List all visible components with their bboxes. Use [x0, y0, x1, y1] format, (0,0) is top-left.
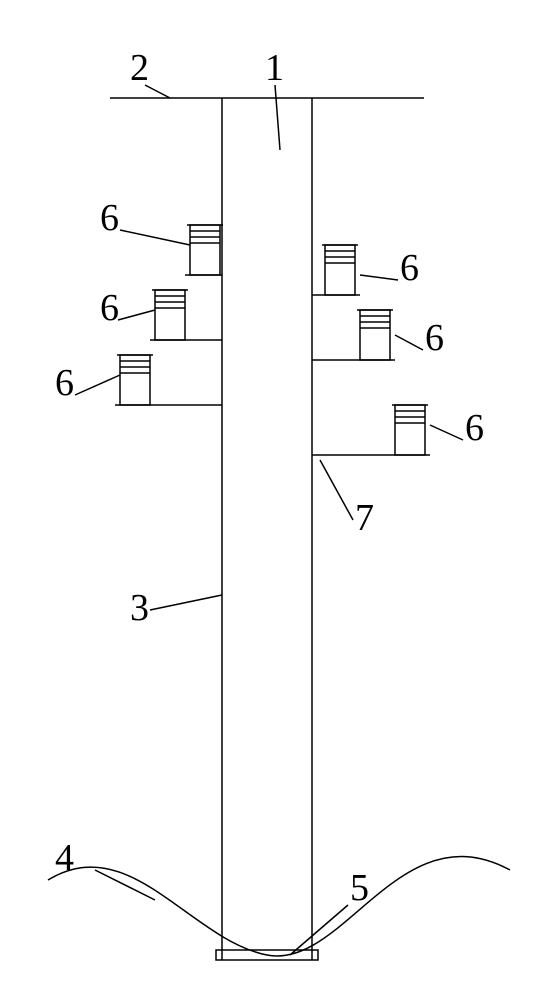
cup-right-0 [325, 245, 355, 295]
leader-L5 [290, 905, 348, 955]
leader-L6d [360, 275, 398, 280]
label-L6a: 6 [100, 197, 119, 239]
label-L6e: 6 [425, 317, 444, 359]
label-L4: 4 [55, 837, 74, 879]
label-L6c: 6 [55, 362, 74, 404]
cup-right-1 [360, 310, 390, 360]
label-L2: 2 [130, 47, 149, 89]
leader-L6f [430, 425, 463, 440]
leader-L1 [275, 85, 280, 150]
engineering-diagram: 123456666667 [0, 0, 556, 1000]
cup-left-2 [190, 225, 220, 275]
leader-L6a [120, 230, 190, 245]
label-L7: 7 [355, 497, 374, 539]
ground-line [48, 856, 510, 956]
leader-L7 [320, 460, 353, 520]
cup-right-2 [395, 405, 425, 455]
label-L6d: 6 [400, 247, 419, 289]
label-L1: 1 [265, 47, 284, 89]
label-L3: 3 [130, 587, 149, 629]
label-L5: 5 [350, 867, 369, 909]
leader-L6b [118, 310, 155, 320]
cup-left-0 [120, 355, 150, 405]
leader-L6c [75, 375, 120, 395]
label-L6f: 6 [465, 407, 484, 449]
leader-L6e [395, 335, 423, 350]
label-L6b: 6 [100, 287, 119, 329]
leader-L3 [150, 595, 222, 610]
cup-left-1 [155, 290, 185, 340]
